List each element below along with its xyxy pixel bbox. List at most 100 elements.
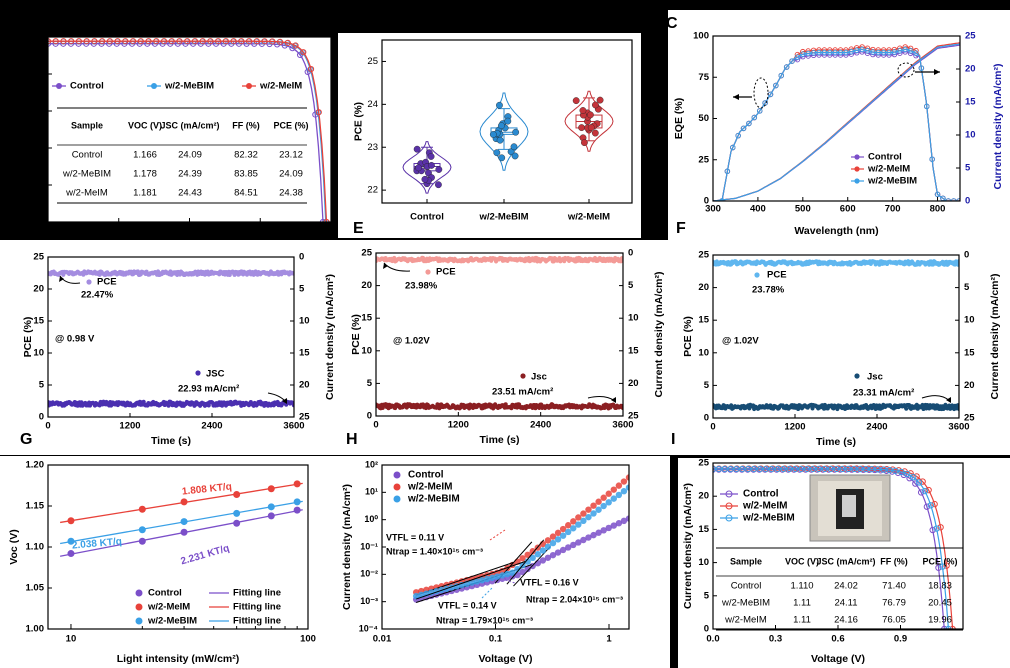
legend-marker	[151, 83, 157, 89]
data-point	[496, 101, 503, 109]
jv-point	[246, 38, 253, 45]
data-point	[138, 537, 146, 545]
legend-marker	[135, 617, 143, 625]
y2-tick-label: 5	[965, 163, 971, 174]
sclc-point	[610, 495, 617, 502]
plot-area	[713, 259, 959, 412]
panel-label: F	[676, 220, 686, 237]
legend-label: Control	[408, 470, 444, 481]
vtfl-label: VTFL = 0.11 V	[386, 532, 444, 542]
data-point	[267, 503, 275, 511]
sclc-point	[494, 573, 501, 580]
y-tick-label: 10	[361, 345, 372, 356]
plot-area	[48, 269, 294, 408]
jv-point	[904, 470, 911, 478]
bias-label: @ 1.02V	[393, 336, 430, 347]
sclc-point	[468, 579, 476, 586]
x-tick-label: 0	[45, 421, 50, 432]
x-tick-label: 0.0	[706, 634, 719, 645]
axes-frame	[47, 256, 295, 418]
plot-area	[376, 255, 623, 411]
legend-marker	[854, 166, 860, 172]
legend-label: Control	[868, 152, 902, 163]
table-header: Sample	[730, 556, 762, 566]
bias-label: @ 1.02V	[722, 336, 759, 347]
x-tick-label: w/2-MeBIM	[478, 212, 528, 223]
plot-area	[713, 42, 960, 201]
eqe-point	[789, 58, 795, 64]
jv-point	[222, 38, 230, 45]
y2-tick-label: 0	[299, 252, 304, 263]
data-point	[591, 129, 599, 137]
y-tick-label: 1.00	[26, 624, 45, 635]
jv-point	[261, 38, 268, 45]
data-point	[578, 124, 585, 132]
fit-ohmic	[416, 561, 526, 600]
table-header: JSC (mA/cm²)	[160, 120, 219, 130]
data-point	[510, 143, 518, 151]
jv-point	[269, 38, 276, 45]
y-tick-label: 15	[698, 315, 709, 326]
arrow-head	[733, 94, 739, 100]
jv-point	[929, 526, 936, 534]
sclc-point	[575, 514, 582, 521]
jv-point	[886, 466, 893, 474]
y2-tick-label: 5	[299, 284, 305, 295]
panel-label: D	[20, 223, 32, 240]
table-cell: 1.110	[790, 581, 813, 592]
sclc-point	[620, 488, 628, 495]
sclc-point	[570, 525, 577, 532]
slope-label: 2.038 KT/q	[72, 536, 123, 551]
sclc-point	[590, 510, 597, 517]
table-header: FF (%)	[880, 556, 908, 566]
legend-label: w/2-MeBIM	[164, 81, 214, 92]
violin-w/2-MeIM	[564, 90, 614, 152]
eqe-point	[848, 48, 855, 55]
pce-value: 23.78%	[752, 285, 785, 296]
table-cell: 20.45	[928, 598, 952, 609]
jv-point	[927, 502, 934, 509]
table-cell: 83.85	[234, 169, 258, 180]
panel-label: E	[353, 220, 364, 237]
data-point	[504, 117, 512, 125]
table-cell: 1.11	[793, 615, 811, 626]
x-axis-label: Voltage (V)	[164, 227, 215, 238]
sclc-point	[615, 520, 623, 527]
table-cell: 24.16	[834, 615, 858, 626]
legend-marker	[854, 154, 860, 160]
sclc-point	[585, 513, 592, 521]
sclc-point	[559, 532, 567, 539]
jsc-point	[904, 406, 909, 411]
eqe-point	[843, 49, 849, 56]
data-point	[587, 111, 594, 119]
sclc-point	[478, 577, 486, 584]
y-tick-label: 10¹	[365, 487, 378, 497]
table-cell: 24.09	[178, 150, 202, 161]
eqe-point	[783, 64, 790, 70]
sclc-point	[559, 525, 567, 533]
sclc-point	[544, 554, 552, 561]
x-tick-label: 1200	[448, 420, 469, 431]
legend-marker	[56, 83, 62, 89]
legend-label: Fitting line	[233, 602, 281, 613]
legend-marker	[854, 178, 860, 184]
arrow-head	[611, 397, 616, 403]
x-axis-label: Wavelength (nm)	[794, 225, 878, 237]
y-tick-label: 5	[367, 378, 373, 389]
axes-frame	[381, 39, 633, 204]
jv-point	[307, 66, 315, 73]
table-cell: 24.43	[178, 188, 202, 199]
y-tick-label: 50	[698, 113, 709, 124]
eqe-point	[816, 49, 822, 56]
table-cell: 24.02	[834, 581, 858, 592]
eqe-point	[880, 49, 887, 56]
data-point	[415, 164, 422, 172]
jv-point	[892, 467, 899, 474]
legend-marker	[393, 495, 401, 503]
jv-point	[925, 486, 932, 494]
x-tick-label: 0.1	[489, 634, 503, 645]
legend-label: Control	[70, 81, 104, 92]
y-tick-label: 10⁰	[364, 514, 378, 524]
eqe-point	[827, 49, 833, 56]
legend-label: Control	[148, 588, 182, 599]
